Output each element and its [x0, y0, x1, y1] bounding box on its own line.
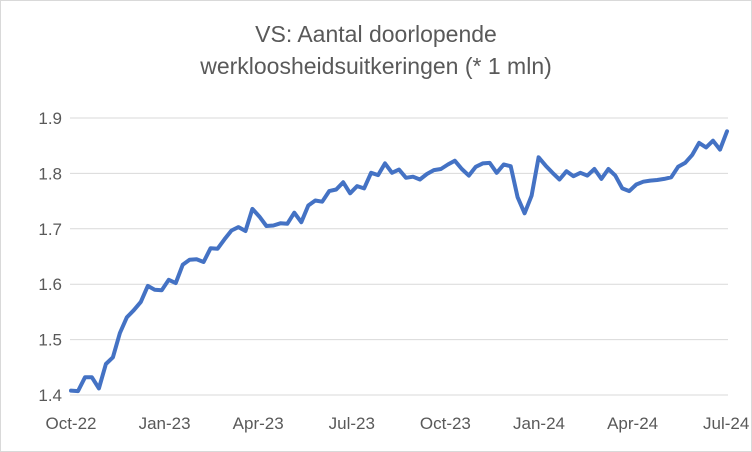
y-axis-ticks: 1.4 1.5 1.6 1.7 1.8 1.9 [38, 109, 62, 405]
y-tick-label: 1.4 [38, 386, 62, 405]
y-tick-label: 1.6 [38, 275, 62, 294]
chart-title: VS: Aantal doorlopende werkloosheidsuitk… [0, 18, 752, 82]
y-tick-label: 1.8 [38, 164, 62, 183]
x-tick-label: Jan-24 [513, 414, 565, 433]
x-axis-ticks: Oct-22 Jan-23 Apr-23 Jul-23 Oct-23 Jan-24 Apr-… [45, 414, 749, 433]
gridlines [70, 117, 728, 396]
y-tick-label: 1.9 [38, 109, 62, 128]
x-tick-label: Oct-23 [420, 414, 471, 433]
x-tick-label: Oct-22 [45, 414, 96, 433]
x-tick-label: Jul-24 [703, 414, 749, 433]
x-tick-label: Apr-24 [607, 414, 658, 433]
series-line-continuing-claims [69, 129, 729, 394]
chart-title-line-2: werkloosheidsuitkeringen (* 1 mln) [200, 53, 552, 79]
y-tick-label: 1.7 [38, 220, 62, 239]
x-tick-label: Jan-23 [139, 414, 191, 433]
x-tick-label: Jul-23 [329, 414, 375, 433]
x-tick-label: Apr-23 [233, 414, 284, 433]
y-tick-label: 1.5 [38, 331, 62, 350]
chart-title-line-1: VS: Aantal doorlopende [255, 21, 497, 47]
